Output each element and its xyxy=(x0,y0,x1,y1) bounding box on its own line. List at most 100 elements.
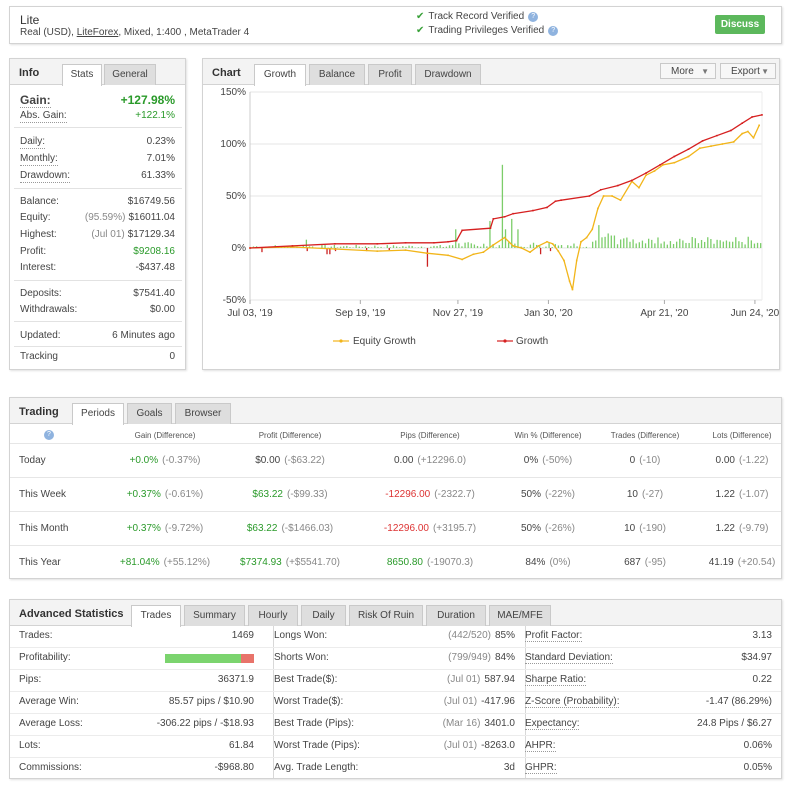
profit-bar xyxy=(638,242,640,248)
monthly-label: Monthly: xyxy=(20,153,58,166)
profit-bar xyxy=(411,245,413,248)
y-tick-label: 50% xyxy=(226,191,246,202)
profit-bar xyxy=(685,242,687,248)
profit-bar xyxy=(672,244,675,248)
profit-bar xyxy=(760,243,762,248)
series-point xyxy=(433,242,435,244)
advanced-title: Advanced Statistics xyxy=(19,608,124,620)
tab-hourly[interactable]: Hourly xyxy=(248,605,298,626)
tab-browser[interactable]: Browser xyxy=(175,403,231,424)
stat-value: 587.94 xyxy=(484,674,515,685)
difference: (-$1466.03) xyxy=(281,523,334,534)
stat-value: 3401.0 xyxy=(484,718,515,729)
profit-bar xyxy=(532,242,535,248)
tab-profit[interactable]: Profit xyxy=(368,64,412,85)
series-point xyxy=(752,136,755,139)
stat-value: 3.13 xyxy=(752,630,772,641)
help-icon[interactable]: ? xyxy=(528,12,539,22)
series-point xyxy=(492,218,495,220)
series-point xyxy=(537,245,540,247)
help-icon[interactable]: ? xyxy=(548,26,559,36)
profit-bar xyxy=(635,243,637,248)
period-cell-win: 0% (-50%) xyxy=(468,455,628,466)
stat-note: (Jul 01) xyxy=(447,674,481,685)
profit-bar xyxy=(436,245,438,248)
value: +81.04% xyxy=(119,557,160,568)
tab-drawdown[interactable]: Drawdown xyxy=(415,64,481,85)
value: $0.00 xyxy=(255,455,281,466)
period-cell-profit: $7374.93 (+$5541.70) xyxy=(210,557,370,568)
tab-duration[interactable]: Duration xyxy=(426,605,486,626)
profit-bar xyxy=(613,235,616,248)
series-point xyxy=(638,186,640,189)
profit-bar xyxy=(700,239,703,248)
stat-label: Profit Factor: xyxy=(525,630,583,642)
series-point xyxy=(585,236,588,239)
difference: (+3195.7) xyxy=(432,523,477,534)
export-label: Export xyxy=(731,66,760,77)
help-icon[interactable]: ? xyxy=(44,430,54,440)
stat-value-group: (Jul 01) -417.96 xyxy=(444,696,515,707)
tracking-label: Tracking xyxy=(20,351,58,362)
series-point xyxy=(455,239,458,242)
stat-value-group: (Jul 01) 587.94 xyxy=(447,674,515,685)
stat-note: (799/949) xyxy=(448,652,491,663)
legend-growth-label[interactable]: Growth xyxy=(516,336,548,347)
profit-bar xyxy=(713,243,715,248)
tab-risk-of-ruin[interactable]: Risk Of Ruin xyxy=(349,605,423,626)
tab-mae-mfe[interactable]: MAE/MFE xyxy=(489,605,551,626)
series-point xyxy=(631,179,633,182)
tab-trades[interactable]: Trades xyxy=(131,605,181,627)
drawdown-row: Drawdown: 61.33% xyxy=(20,170,175,184)
tab-periods[interactable]: Periods xyxy=(72,403,124,425)
profit-bar xyxy=(498,245,500,248)
chart-panel-header: Chart Growth Balance Profit Drawdown Mor… xyxy=(203,59,779,86)
value: -12296.00 xyxy=(383,523,429,534)
column-header: Gain (Difference) xyxy=(134,431,196,440)
abs-gain-value: +122.1% xyxy=(135,110,175,121)
tab-goals[interactable]: Goals xyxy=(127,403,172,424)
stat-note: (442/520) xyxy=(448,630,491,641)
value: 687 xyxy=(624,557,641,568)
tab-stats[interactable]: Stats xyxy=(62,64,102,86)
account-name: Lite xyxy=(20,13,40,27)
series-point xyxy=(653,170,656,172)
legend-equity-label[interactable]: Equity Growth xyxy=(353,336,416,347)
broker-link[interactable]: LiteForex xyxy=(76,27,119,38)
profit-bar xyxy=(676,241,678,248)
tab-general[interactable]: General xyxy=(104,64,156,85)
stat-label: Average Win: xyxy=(19,696,79,707)
growth-chart: 150% 100% 50% 0% -50% Jul 03, '19 Sep 19, '19 N… xyxy=(220,87,779,347)
stat-value: $34.97 xyxy=(741,652,772,663)
equity-percent: (95.59%) xyxy=(84,212,126,223)
difference: (-2322.7) xyxy=(434,489,475,500)
period-cell-gain: +0.37% (-0.61%) xyxy=(85,489,245,500)
tab-balance[interactable]: Balance xyxy=(309,64,365,85)
discuss-button[interactable]: Discuss xyxy=(715,15,765,34)
column-header: Win % (Difference) xyxy=(514,431,582,440)
series-point xyxy=(599,188,602,191)
value: 0% xyxy=(523,455,539,466)
tab-summary[interactable]: Summary xyxy=(184,605,245,626)
difference: (-22%) xyxy=(545,489,576,500)
profit-bar xyxy=(380,246,382,248)
tab-daily[interactable]: Daily xyxy=(301,605,346,626)
loss-bar xyxy=(426,248,429,267)
more-dropdown[interactable]: More ▼ xyxy=(660,63,716,79)
profit-bar xyxy=(511,218,513,248)
stat-value-group: (799/949) 84% xyxy=(448,652,515,663)
stat-value: 3d xyxy=(503,762,515,773)
difference: (+12296.0) xyxy=(417,455,467,466)
profit-bar xyxy=(585,246,588,248)
profit-bar xyxy=(402,246,404,248)
series-point xyxy=(404,249,407,251)
withdrawals-value: $0.00 xyxy=(149,304,175,315)
tracking-value: 0 xyxy=(169,351,175,362)
tab-growth[interactable]: Growth xyxy=(254,64,306,86)
stat-value-group: (Jul 01) -8263.0 xyxy=(444,740,515,751)
difference: (+20.54) xyxy=(737,557,776,568)
series-point xyxy=(568,280,571,283)
profit-bar xyxy=(716,239,718,248)
stat-value: 0.06% xyxy=(743,740,772,751)
export-dropdown[interactable]: Export ▼ xyxy=(720,63,776,79)
